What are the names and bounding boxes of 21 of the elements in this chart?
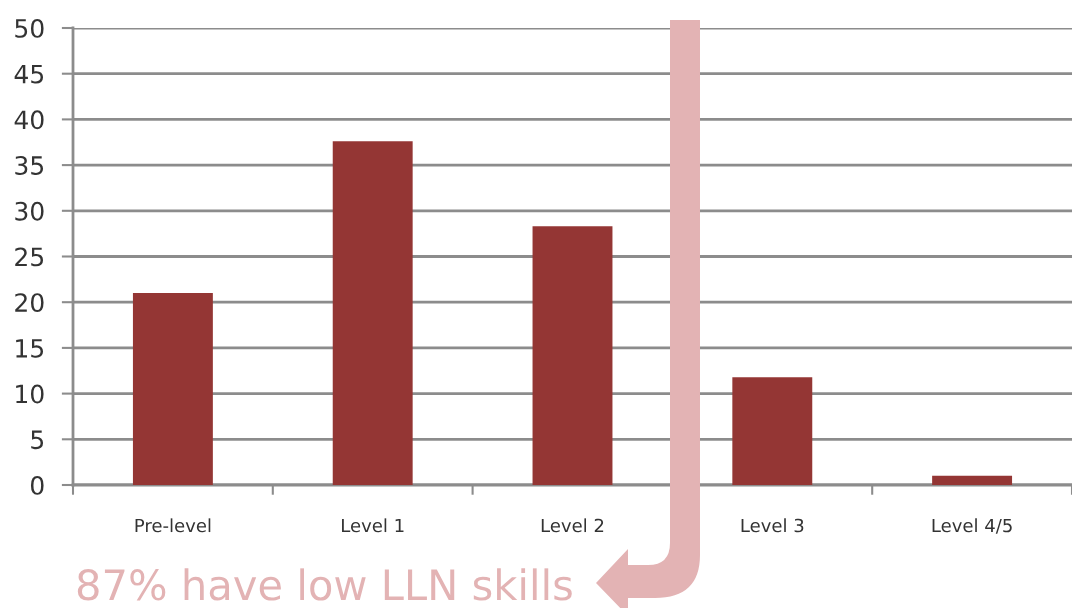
y-tick-label: 20 [15, 293, 44, 313]
y-tick-label: 40 [14, 110, 44, 130]
text: 87% have low LLN skills [77, 568, 572, 601]
x-tick-label: Level 2 [541, 518, 604, 533]
bar [732, 377, 813, 485]
y-tick-label: 30 [15, 201, 44, 221]
bar [332, 141, 413, 485]
y-tick-label: 45 [14, 64, 44, 84]
y-tick-label: 0 [30, 475, 44, 495]
y-tick-label: 25 [15, 247, 44, 267]
y-tick-label: 50 [15, 18, 44, 38]
y-tick-label: 10 [16, 384, 44, 404]
x-tick-label: Level 3 [741, 518, 804, 533]
y-tick-label: 15 [16, 339, 44, 358]
y-tick-label: 5 [31, 430, 44, 450]
x-tick-label: Level 4/5 [932, 518, 1012, 534]
y-tick-label: 35 [15, 156, 44, 175]
x-tick-label: Pre-level [135, 518, 211, 533]
bar [932, 475, 1013, 485]
bar [132, 293, 213, 485]
x-tick-label: Level 1 [342, 518, 404, 533]
